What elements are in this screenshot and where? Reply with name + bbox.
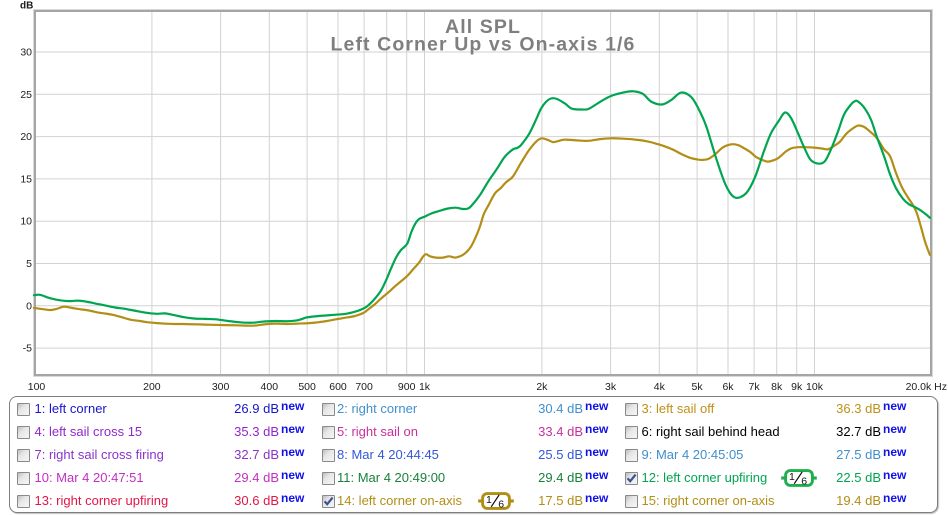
svg-text:200: 200 (143, 381, 161, 393)
svg-text:30: 30 (20, 47, 32, 59)
svg-text:0: 0 (26, 300, 32, 312)
svg-text:2k: 2k (536, 381, 548, 393)
svg-text:300: 300 (212, 381, 230, 393)
svg-text:8k: 8k (771, 381, 783, 393)
svg-text:600: 600 (329, 381, 347, 393)
svg-text:10: 10 (20, 216, 32, 228)
svg-text:Left Corner Up vs On-axis 1/6: Left Corner Up vs On-axis 1/6 (331, 34, 636, 56)
svg-text:100: 100 (28, 381, 46, 393)
svg-text:5k: 5k (692, 381, 704, 393)
svg-text:dB: dB (20, 1, 33, 12)
svg-text:9k: 9k (791, 381, 803, 393)
svg-text:700: 700 (355, 381, 373, 393)
svg-text:1: 1 (789, 471, 795, 483)
svg-text:500: 500 (298, 381, 316, 393)
svg-text:7k: 7k (749, 381, 761, 393)
svg-text:6: 6 (801, 476, 807, 488)
svg-text:1k: 1k (419, 381, 431, 393)
svg-text:6: 6 (498, 499, 504, 511)
svg-text:3k: 3k (605, 381, 617, 393)
svg-text:4k: 4k (654, 381, 666, 393)
svg-text:5: 5 (26, 258, 32, 270)
svg-text:15: 15 (20, 173, 32, 185)
svg-text:25: 25 (20, 89, 32, 101)
svg-text:10k: 10k (806, 381, 824, 393)
svg-text:All SPL: All SPL (445, 16, 521, 38)
svg-text:20: 20 (20, 131, 32, 143)
svg-text:-5: -5 (23, 343, 32, 355)
svg-text:900: 900 (398, 381, 416, 393)
svg-text:6k: 6k (722, 381, 734, 393)
svg-text:400: 400 (261, 381, 279, 393)
svg-text:1: 1 (486, 494, 492, 506)
svg-text:20.0k Hz: 20.0k Hz (906, 381, 947, 393)
